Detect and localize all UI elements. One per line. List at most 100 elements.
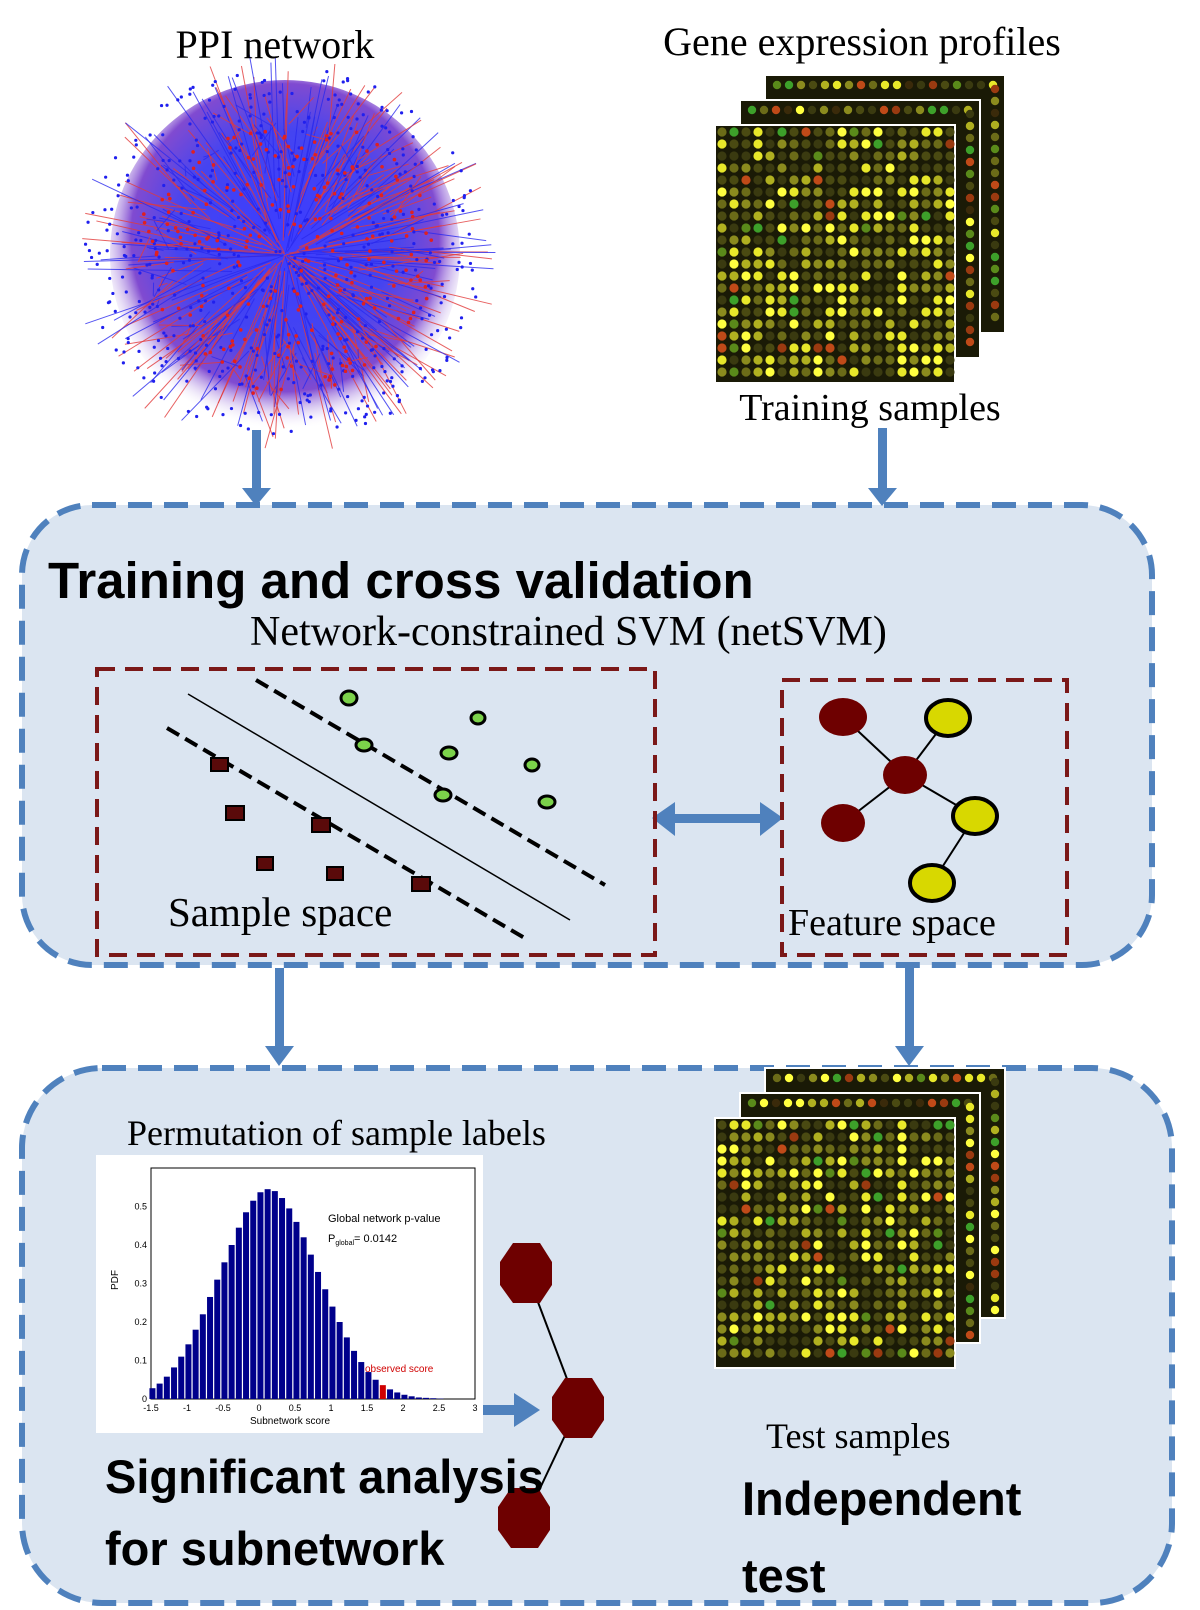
histogram-ytick: 0.3 bbox=[134, 1279, 147, 1289]
significant-subnetwork bbox=[498, 1243, 604, 1548]
significant-title-line1: Significant analysis bbox=[105, 1450, 544, 1503]
negative-sample-point bbox=[311, 817, 331, 833]
sample-space-label: Sample space bbox=[168, 889, 392, 935]
ppi-network-graph bbox=[82, 54, 496, 449]
histogram-ytick: 0.2 bbox=[134, 1317, 147, 1327]
double-arrow-sample-feature bbox=[652, 802, 783, 836]
histogram-xtick: 2 bbox=[400, 1403, 405, 1413]
histogram-bar bbox=[264, 1189, 271, 1399]
positive-sample-point bbox=[354, 737, 374, 753]
independent-title-line2: test bbox=[742, 1549, 826, 1602]
histogram-bar bbox=[171, 1367, 178, 1399]
histogram-bar bbox=[300, 1237, 307, 1399]
training-expression-stack bbox=[714, 74, 1006, 384]
arrow-ppi-to-training bbox=[242, 430, 271, 506]
histogram-bar bbox=[394, 1392, 401, 1399]
observed-score-label: observed score bbox=[365, 1364, 434, 1375]
positive-sample-point bbox=[339, 689, 359, 707]
histogram-bar bbox=[408, 1396, 415, 1399]
subnetwork-node bbox=[498, 1488, 550, 1548]
svm-hyperplane bbox=[187, 693, 571, 921]
svm-upper-margin bbox=[254, 678, 607, 887]
histogram-bar bbox=[271, 1191, 278, 1399]
feature-node-yellow bbox=[924, 698, 972, 738]
permutation-label: Permutation of sample labels bbox=[127, 1113, 546, 1153]
histogram-bar bbox=[387, 1389, 394, 1399]
histogram-bar bbox=[343, 1337, 350, 1399]
positive-samples bbox=[339, 689, 557, 810]
histogram-bar bbox=[430, 1398, 437, 1399]
training-panel-title: Training and cross validation bbox=[48, 552, 754, 609]
arrow-histogram-to-subnetwork bbox=[470, 1393, 540, 1427]
histogram-xlabel: Subnetwork score bbox=[250, 1416, 330, 1427]
arrow-training-to-test bbox=[895, 968, 924, 1066]
histogram-ytick: 0.1 bbox=[134, 1356, 147, 1366]
feature-node-yellow bbox=[908, 863, 956, 903]
histogram-bar bbox=[243, 1212, 250, 1399]
histogram-bar bbox=[415, 1397, 422, 1399]
feature-node-dark bbox=[819, 698, 867, 736]
feature-node-yellow bbox=[951, 796, 999, 836]
histogram-bar bbox=[163, 1376, 170, 1399]
histogram-xtick: 0.5 bbox=[289, 1403, 302, 1413]
subnetwork-node bbox=[552, 1378, 604, 1438]
histogram-xtick: 0 bbox=[256, 1403, 261, 1413]
histogram-bar bbox=[207, 1296, 214, 1399]
positive-sample-point bbox=[537, 794, 557, 810]
negative-sample-point bbox=[210, 757, 229, 772]
negative-samples bbox=[210, 757, 431, 892]
histogram-ytick: 0.4 bbox=[134, 1240, 147, 1250]
histogram-bar bbox=[235, 1227, 242, 1399]
histogram-xtick: 3 bbox=[472, 1403, 477, 1413]
global-pvalue-value: Pglobal= 0.0142 bbox=[328, 1233, 397, 1247]
histogram-ytick: 0.5 bbox=[134, 1202, 147, 1212]
training-samples-label: Training samples bbox=[739, 387, 1000, 429]
histogram-bar bbox=[228, 1245, 235, 1399]
sample-space-box bbox=[95, 667, 657, 957]
training-panel bbox=[19, 502, 1155, 968]
histogram-xtick: -1.5 bbox=[143, 1403, 159, 1413]
histogram-bar bbox=[372, 1379, 379, 1399]
histogram-bar bbox=[257, 1192, 264, 1399]
histogram-ylabel: PDF bbox=[110, 1270, 121, 1290]
histogram-bar bbox=[322, 1289, 329, 1399]
histogram-xtick: -1 bbox=[183, 1403, 191, 1413]
feature-node-dark bbox=[883, 756, 927, 794]
histogram-bar bbox=[315, 1271, 322, 1399]
histogram-bar bbox=[199, 1314, 206, 1399]
netsvm-subtitle: Network-constrained SVM (netSVM) bbox=[250, 609, 887, 655]
histogram-xtick: 1.5 bbox=[361, 1403, 374, 1413]
arrow-training-to-analysis bbox=[265, 968, 294, 1066]
negative-sample-point bbox=[256, 856, 274, 871]
histogram-bar bbox=[286, 1208, 293, 1399]
negative-sample-point bbox=[225, 805, 245, 821]
histogram-ticks: -1.5 -1 -0.5 0 0.5 1 1.5 2 2.5 3 0 0.1 0.2 0.3 0.4 0.5 bbox=[134, 1202, 477, 1414]
significant-title-line2: for subnetwork bbox=[105, 1522, 445, 1575]
histogram-bar bbox=[307, 1254, 314, 1399]
feature-space-label: Feature space bbox=[788, 902, 996, 944]
histogram-bar bbox=[365, 1372, 372, 1399]
histogram-bar bbox=[149, 1388, 156, 1399]
histogram-bar bbox=[351, 1350, 358, 1399]
test-expression-stack bbox=[714, 1067, 1006, 1369]
ppi-network-title: PPI network bbox=[176, 22, 375, 67]
negative-sample-point bbox=[326, 866, 344, 881]
feature-node-dark bbox=[821, 804, 865, 842]
histogram-bar bbox=[336, 1322, 343, 1399]
histogram-xtick: 2.5 bbox=[433, 1403, 446, 1413]
subnetwork-node bbox=[500, 1243, 552, 1303]
positive-sample-point bbox=[523, 757, 541, 773]
positive-sample-point bbox=[439, 745, 459, 761]
global-pvalue-title: Global network p-value bbox=[328, 1213, 441, 1225]
histogram-bar bbox=[279, 1198, 286, 1399]
histogram-bar bbox=[156, 1383, 163, 1399]
histogram-bar bbox=[423, 1397, 430, 1399]
histogram-xtick: -0.5 bbox=[215, 1403, 231, 1413]
histogram-bar bbox=[178, 1356, 185, 1399]
histogram-bar bbox=[214, 1279, 221, 1399]
independent-title-line1: Independent bbox=[742, 1472, 1022, 1525]
histogram-ytick: 0 bbox=[142, 1394, 147, 1404]
positive-sample-point bbox=[433, 787, 453, 803]
negative-sample-point bbox=[411, 876, 431, 892]
histogram-xtick: 1 bbox=[328, 1403, 333, 1413]
